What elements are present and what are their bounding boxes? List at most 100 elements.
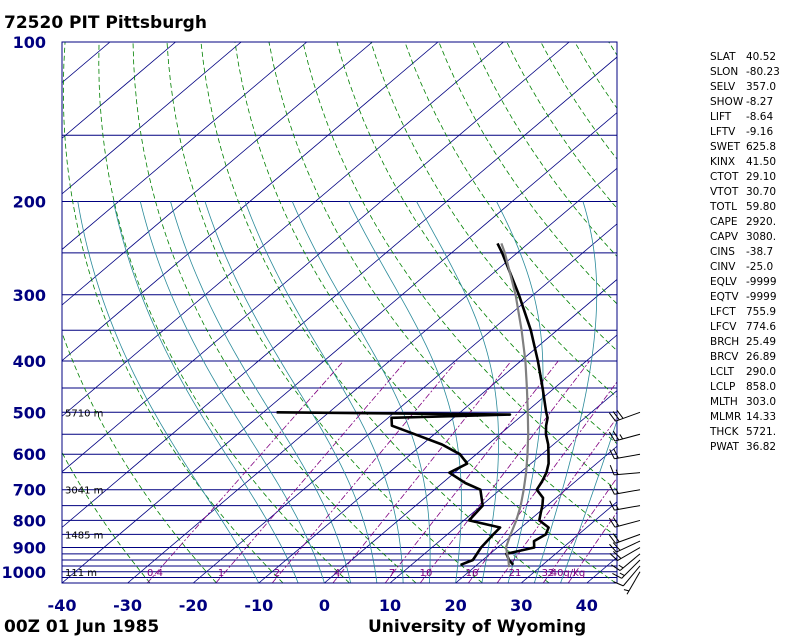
wind-barb-feather: [612, 572, 622, 579]
index-value: 30.70: [746, 186, 777, 198]
index-value: 25.49: [746, 336, 777, 348]
y-tick-label: 1000: [1, 563, 46, 582]
wind-barb: [608, 430, 641, 442]
moist-adiabat-line: [204, 201, 378, 583]
dry-adiabat-line: [234, 42, 616, 583]
height-label: 111 m: [65, 568, 97, 579]
mixing-ratio-line: [496, 417, 617, 583]
dry-adiabat-line: [62, 451, 151, 583]
parcel-path: [500, 243, 530, 568]
mixing-ratio-line: [215, 360, 407, 583]
wind-barb-feather: [608, 431, 616, 442]
dry-adiabat-line: [779, 42, 800, 583]
mixing-ratio-label: 2: [274, 568, 280, 579]
index-name: KINX: [710, 156, 736, 168]
index-value: -38.7: [746, 246, 774, 258]
wind-barb-feather: [612, 411, 620, 421]
index-name: SLAT: [710, 51, 736, 63]
index-value: 26.89: [746, 351, 777, 363]
dry-adiabat-line: [62, 331, 217, 583]
dry-adiabat-line: [438, 42, 617, 305]
index-name: MLTH: [710, 396, 738, 408]
index-value: 5721.: [746, 426, 777, 438]
moist-adiabat-line: [496, 201, 544, 583]
index-name: SELV: [710, 81, 736, 93]
height-label: 1485 m: [65, 530, 103, 541]
x-tick-label: 30: [510, 596, 532, 615]
wind-barb-feather: [608, 534, 616, 544]
isotherm-line: [62, 42, 373, 306]
moist-adiabat-line: [560, 419, 617, 583]
index-value: -8.64: [746, 111, 774, 123]
wind-barb: [613, 565, 641, 587]
isotherm-line: [127, 167, 617, 583]
moist-adiabat-line: [113, 201, 299, 583]
wind-barb-shaft: [614, 505, 641, 511]
index-value: 14.33: [746, 411, 777, 423]
wind-barb-feather: [609, 553, 618, 561]
wind-barb-feather: [609, 543, 617, 553]
isotherm-line: [62, 42, 570, 473]
wind-barb-shaft: [616, 540, 641, 553]
wind-barb-feather: [616, 409, 624, 419]
moist-adiabat-line: [533, 201, 598, 583]
wind-barb-half-feather: [615, 504, 619, 510]
index-name: EQTV: [710, 291, 739, 303]
wind-barb-shaft: [619, 553, 641, 571]
wind-barb-feather: [612, 542, 621, 551]
wind-barb-shaft: [621, 559, 641, 579]
x-tick-label: 20: [444, 596, 466, 615]
index-value: 625.8: [746, 141, 777, 153]
index-row-kinx: KINX 41.50: [710, 155, 780, 170]
wind-barb-feather: [613, 581, 624, 587]
index-name: LCLP: [710, 381, 736, 393]
isotherm-line: [62, 42, 439, 362]
moist-adiabat-line: [416, 201, 499, 583]
dry-adiabat-line: [370, 42, 617, 398]
observation-date: 00Z 01 Jun 1985: [4, 617, 160, 637]
index-name: SLON: [710, 66, 739, 78]
wind-barb: [609, 448, 641, 460]
index-name: LFCT: [710, 306, 736, 318]
wind-barb-shaft: [614, 433, 641, 442]
wind-barb-feather: [609, 500, 615, 511]
index-value: -25.0: [746, 261, 774, 273]
wind-barb-half-feather: [615, 469, 619, 475]
isotherm-line: [62, 56, 617, 528]
mixing-ratio-line: [468, 381, 617, 583]
index-row-cape: CAPE 2920.: [710, 215, 780, 230]
index-row-lfct: LFCT 755.9: [710, 305, 780, 320]
wind-barb-shaft: [615, 411, 641, 422]
index-row-slon: SLON -80.23: [710, 65, 780, 80]
index-name: THCK: [710, 426, 739, 438]
wind-barb: [609, 540, 641, 553]
wind-barb: [612, 559, 641, 579]
wind-barb-feather: [613, 448, 619, 459]
index-value: -8.27: [746, 96, 774, 108]
mixing-ratio-line: [271, 360, 457, 583]
index-value: 2920.: [746, 216, 777, 228]
index-value: 290.0: [746, 366, 777, 378]
dry-adiabat-line: [268, 42, 617, 538]
wind-barb-feather: [609, 484, 615, 495]
wind-barb-shaft: [614, 489, 641, 495]
wind-barb-feather: [609, 465, 615, 476]
wind-barb-shaft: [617, 547, 641, 561]
x-tick-label: 40: [576, 596, 598, 615]
wind-barb-half-feather: [619, 572, 625, 576]
chart-title: 72520 PIT Pittsburgh: [4, 13, 207, 33]
index-name: CAPV: [710, 231, 739, 243]
mixing-ratio-label: 16: [466, 568, 479, 579]
y-tick-label: 100: [13, 33, 46, 52]
dry-adiabat-line: [404, 42, 617, 352]
isotherm-line: [62, 42, 111, 84]
index-row-lclt: LCLT 290.0: [710, 365, 780, 380]
index-name: LCLT: [710, 366, 734, 378]
index-row-mlmr: MLMR 14.33: [710, 410, 780, 425]
wind-barb-shaft: [614, 453, 641, 460]
index-row-eqlv: EQLV -9999: [710, 275, 780, 290]
x-tick-label: -20: [179, 596, 208, 615]
index-value: -9999: [746, 291, 777, 303]
